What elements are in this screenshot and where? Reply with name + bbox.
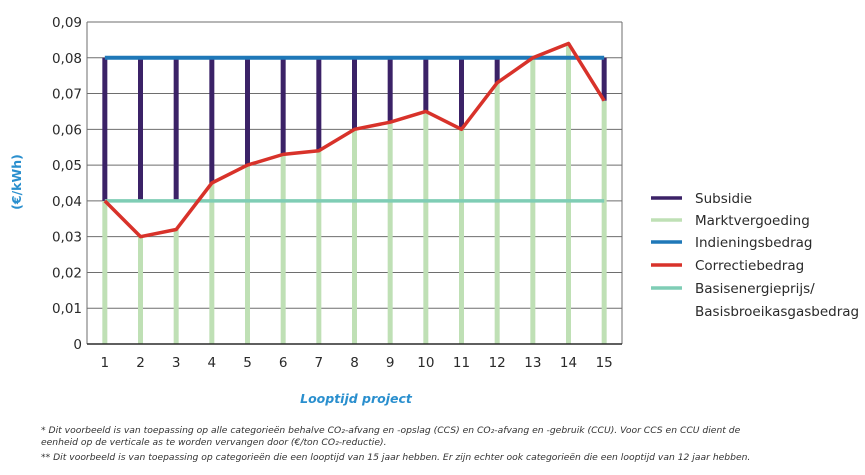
bar-subsidie [209,57,215,183]
bar-marktvergoeding [352,129,357,344]
bar-marktvergoeding [316,150,322,344]
x-tick-label: 12 [489,355,506,371]
x-tick-label: 9 [386,355,395,371]
bar-marktvergoeding [138,236,143,344]
legend-label: Correctiebedrag [695,258,804,274]
bar-marktvergoeding [245,165,250,344]
bar-marktvergoeding [387,122,393,344]
legend-item: Marktvergoeding [651,213,810,229]
y-tick-label: 0,02 [52,265,82,281]
x-tick-label: 4 [208,355,217,371]
bar-marktvergoeding [601,100,607,344]
bar-subsidie [138,57,143,201]
x-axis-label: Looptijd project [300,391,413,406]
y-tick-label: 0,06 [52,122,82,138]
x-tick-label: 7 [315,355,324,371]
x-tick-label: 13 [524,355,541,371]
x-tick-label: 6 [279,355,288,371]
x-tick-label: 8 [350,355,359,371]
x-tick-label: 15 [596,355,613,371]
bar-marktvergoeding [209,183,215,344]
bar-marktvergoeding [102,200,108,344]
bar-subsidie [423,57,429,112]
bar-subsidie [601,57,607,101]
bar-subsidie [245,57,250,166]
y-tick-label: 0,01 [52,301,82,317]
x-tick-label: 5 [243,355,252,371]
bar-subsidie [173,57,179,201]
y-axis-label: (€/kWh) [9,154,24,210]
bars [102,43,607,345]
y-tick-label: 0,08 [52,51,82,67]
x-tick-label: 14 [560,355,577,371]
y-tick-label: 0,09 [52,15,82,31]
legend-item: Subsidie [651,191,752,207]
footnote-3: ** Dit voorbeeld is van toepassing op ca… [41,452,751,463]
legend-label: Basisenergieprijs/ [695,281,815,297]
x-tick-label: 3 [172,355,181,371]
y-tick-label: 0,03 [52,230,82,246]
x-tick-label: 2 [136,355,145,371]
bar-subsidie [316,57,322,151]
legend: Subsidie Marktvergoeding Indieningsbedrag C… [651,191,859,320]
line-correctiebedrag [103,41,606,239]
footnote-2: eenheid op de verticale as te worden ver… [41,437,387,448]
y-tick-label: 0,05 [52,158,82,174]
x-tick-label: 11 [453,355,470,371]
bar-marktvergoeding [566,43,571,344]
bar-marktvergoeding [423,111,429,344]
bar-subsidie [387,57,393,123]
bar-subsidie [102,57,108,201]
legend-label: Marktvergoeding [695,213,810,229]
bar-subsidie [280,57,286,155]
bar-marktvergoeding [459,129,464,344]
bar-subsidie [494,57,500,83]
legend-label: Subsidie [695,191,752,207]
legend-label: Basisbroeikasgasbedrag [695,304,859,320]
bar-marktvergoeding [494,82,500,345]
x-tick-label: 10 [417,355,434,371]
bar-subsidie [459,57,464,130]
footnote-1: * Dit voorbeeld is van toepassing op all… [41,425,741,436]
bar-marktvergoeding [173,229,179,344]
y-tick-label: 0 [73,337,82,353]
legend-label: Indieningsbedrag [695,235,812,251]
legend-item: Basisenergieprijs/Basisbroeikasgasbedrag [651,281,859,320]
y-tick-label: 0,07 [52,87,82,103]
y-tick-label: 0,04 [52,194,82,210]
bar-subsidie [352,57,357,130]
legend-item: Indieningsbedrag [651,235,812,251]
lines [103,41,606,239]
bar-marktvergoeding [280,154,286,344]
legend-item: Correctiebedrag [651,258,804,274]
axes: 00,010,020,030,040,050,060,070,080,091 2 3… [52,15,622,371]
x-tick-label: 1 [101,355,110,371]
